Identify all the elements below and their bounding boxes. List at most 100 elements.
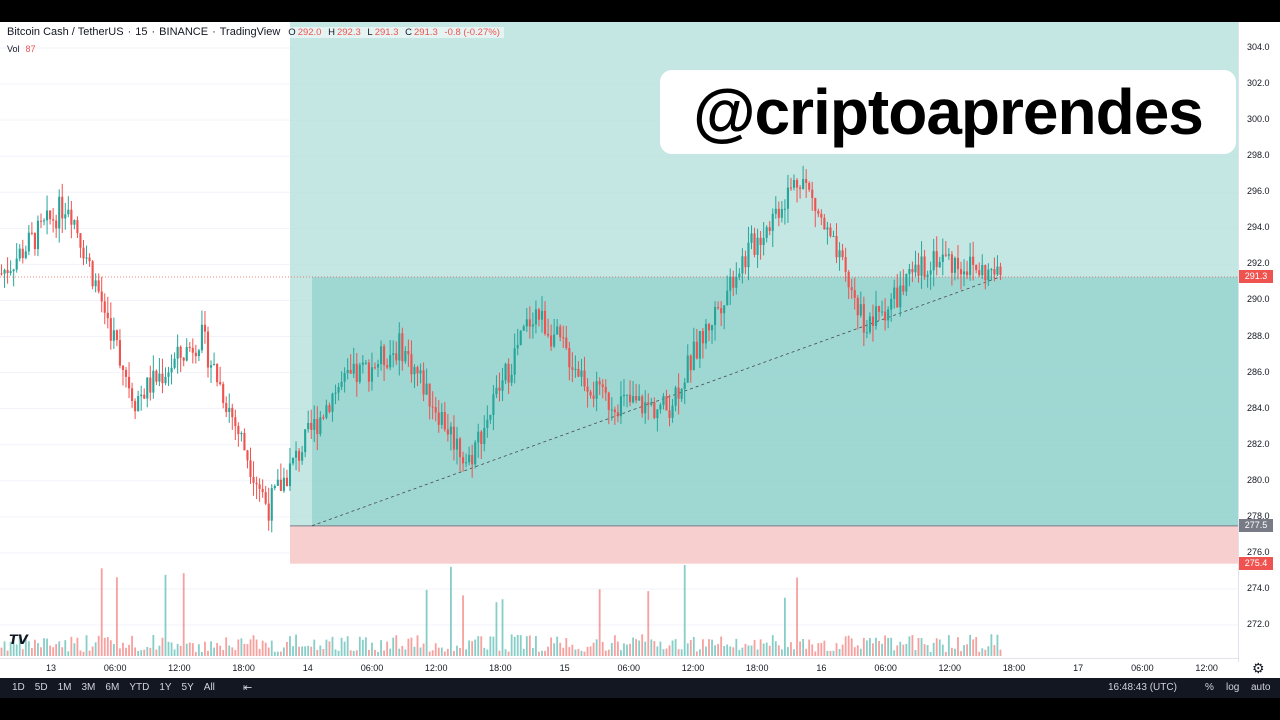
candle-body[interactable] xyxy=(601,384,604,387)
candle-body[interactable] xyxy=(91,261,94,287)
candle-body[interactable] xyxy=(820,213,823,218)
candle-body[interactable] xyxy=(592,395,595,399)
candle-body[interactable] xyxy=(550,335,553,347)
candle-body[interactable] xyxy=(152,370,155,393)
candle-body[interactable] xyxy=(911,269,914,273)
range-button-1m[interactable]: 1M xyxy=(57,682,72,693)
candle-body[interactable] xyxy=(595,381,598,399)
candle-body[interactable] xyxy=(783,208,786,210)
log-scale-button[interactable]: log xyxy=(1226,682,1240,693)
candle-body[interactable] xyxy=(802,179,805,189)
candle-body[interactable] xyxy=(76,220,79,234)
candle-body[interactable] xyxy=(486,419,489,428)
candle-body[interactable] xyxy=(203,324,207,332)
candle-body[interactable] xyxy=(143,394,146,399)
candle-body[interactable] xyxy=(36,220,40,250)
candle-body[interactable] xyxy=(228,407,231,413)
candle-body[interactable] xyxy=(717,306,720,309)
candle-body[interactable] xyxy=(197,350,200,357)
candle-body[interactable] xyxy=(871,316,875,326)
candle-body[interactable] xyxy=(288,463,292,487)
candle-body[interactable] xyxy=(856,297,859,316)
candle-body[interactable] xyxy=(795,179,799,188)
candle-body[interactable] xyxy=(440,412,443,425)
candle-body[interactable] xyxy=(85,257,88,259)
range-button-1d[interactable]: 1D xyxy=(12,682,25,693)
candle-body[interactable] xyxy=(969,256,972,276)
candle-body[interactable] xyxy=(565,337,568,349)
chart-panel[interactable]: Bitcoin Cash / TetherUS · 15 · BINANCE ·… xyxy=(0,22,1280,678)
candle-body[interactable] xyxy=(401,333,404,362)
candle-body[interactable] xyxy=(395,353,398,361)
candle-body[interactable] xyxy=(765,227,768,238)
candle-body[interactable] xyxy=(792,179,796,188)
candle-body[interactable] xyxy=(137,396,140,412)
candle-body[interactable] xyxy=(310,422,313,430)
candle-body[interactable] xyxy=(893,287,896,299)
candle-body[interactable] xyxy=(419,370,422,374)
candle-body[interactable] xyxy=(46,210,49,221)
candle-body[interactable] xyxy=(580,370,583,377)
candle-body[interactable] xyxy=(209,365,213,368)
candle-body[interactable] xyxy=(364,362,367,364)
candle-body[interactable] xyxy=(686,355,689,383)
candle-body[interactable] xyxy=(938,261,941,268)
candle-body[interactable] xyxy=(723,305,726,314)
candle-body[interactable] xyxy=(738,273,741,278)
candle-body[interactable] xyxy=(619,396,622,417)
candle-body[interactable] xyxy=(707,323,711,331)
auto-scale-button[interactable]: auto xyxy=(1251,682,1271,693)
candle-body[interactable] xyxy=(908,269,911,274)
candle-body[interactable] xyxy=(206,331,210,368)
candle-body[interactable] xyxy=(161,373,164,384)
candle-body[interactable] xyxy=(568,348,571,368)
candle-body[interactable] xyxy=(273,485,276,489)
candle-body[interactable] xyxy=(744,256,747,268)
candle-body[interactable] xyxy=(650,402,653,405)
candle-body[interactable] xyxy=(607,392,610,410)
candle-body[interactable] xyxy=(750,233,753,243)
candle-body[interactable] xyxy=(173,358,176,368)
candle-body[interactable] xyxy=(759,237,762,245)
candle-body[interactable] xyxy=(316,418,319,435)
candle-body[interactable] xyxy=(103,301,106,313)
candle-body[interactable] xyxy=(628,394,632,403)
candle-body[interactable] xyxy=(452,426,455,450)
interval-label[interactable]: 15 xyxy=(135,26,148,38)
candle-body[interactable] xyxy=(416,367,419,374)
candle-body[interactable] xyxy=(258,484,261,489)
symbol-name[interactable]: Bitcoin Cash / TetherUS xyxy=(7,26,124,38)
candle-body[interactable] xyxy=(665,396,668,411)
candle-body[interactable] xyxy=(407,350,410,355)
candle-body[interactable] xyxy=(455,438,459,450)
candle-body[interactable] xyxy=(941,254,944,262)
candle-body[interactable] xyxy=(659,404,662,410)
candle-body[interactable] xyxy=(975,264,978,271)
range-button-5d[interactable]: 5D xyxy=(34,682,48,693)
candle-body[interactable] xyxy=(859,304,862,316)
candle-body[interactable] xyxy=(735,277,738,288)
candle-body[interactable] xyxy=(920,256,923,276)
candle-body[interactable] xyxy=(753,233,756,255)
percent-scale-button[interactable]: % xyxy=(1205,682,1214,693)
candle-body[interactable] xyxy=(811,189,814,199)
range-button-all[interactable]: All xyxy=(203,682,215,693)
candle-body[interactable] xyxy=(449,426,452,435)
candle-body[interactable] xyxy=(240,433,243,435)
candle-body[interactable] xyxy=(446,429,449,435)
range-button-5y[interactable]: 5Y xyxy=(181,682,194,693)
candle-body[interactable] xyxy=(471,454,474,465)
candle-body[interactable] xyxy=(890,298,893,310)
candle-body[interactable] xyxy=(835,236,838,258)
candle-body[interactable] xyxy=(635,395,638,401)
candle-body[interactable] xyxy=(270,488,273,521)
candle-body[interactable] xyxy=(380,346,383,365)
candle-body[interactable] xyxy=(49,210,52,220)
candle-body[interactable] xyxy=(304,429,307,453)
candle-body[interactable] xyxy=(30,232,33,234)
candle-body[interactable] xyxy=(12,269,15,272)
candle-body[interactable] xyxy=(261,488,264,493)
candle-body[interactable] xyxy=(829,227,832,237)
candle-body[interactable] xyxy=(987,269,990,281)
candle-body[interactable] xyxy=(662,396,665,405)
